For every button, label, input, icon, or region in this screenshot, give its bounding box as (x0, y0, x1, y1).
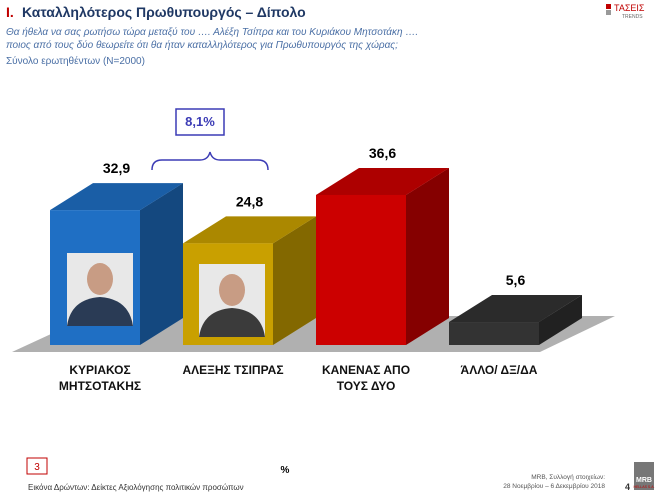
bar-top (50, 183, 183, 211)
photo-head (87, 263, 113, 295)
photo-body (199, 308, 265, 337)
bar-top (183, 216, 316, 244)
photo-body (67, 297, 133, 326)
bar-side-shade (406, 167, 449, 345)
logo: MRB (636, 477, 652, 484)
annotation: 8,1% (185, 114, 215, 129)
bar-top (316, 167, 449, 195)
source: MRB, Συλλογή στοιχείων: (531, 473, 605, 481)
x-tick-label: ΑΛΕΞΗΣ ΤΣΙΠΡΑΣ (182, 363, 284, 377)
photo-head (219, 274, 245, 306)
bar-side (539, 295, 582, 345)
bar-top (449, 295, 582, 323)
section: Ι. (6, 4, 14, 20)
data-label: 32,9 (103, 160, 130, 176)
bar-side-shade (539, 295, 582, 345)
unit: % (281, 465, 290, 476)
page-box-text: 3 (34, 462, 40, 473)
bar-side-shade (273, 216, 316, 345)
chart-title: Καταλληλότερος Πρωθυπουργός – Δίπολο (22, 4, 306, 20)
page-number: 4 (625, 482, 630, 492)
footer-left: Εικόνα Δρώντων: Δείκτες Αξιολόγησης πολι… (28, 483, 244, 492)
annotation-box (175, 108, 225, 136)
bar (316, 194, 406, 345)
page-box (26, 457, 48, 475)
base-note: Σύνολο ερωτηθέντων (N=2000) (6, 55, 145, 67)
bar-side (406, 167, 449, 345)
brand: ΤΑΣΕΙΣ (614, 3, 645, 13)
logo-icon (606, 10, 611, 15)
bar-top-shade (50, 183, 183, 211)
data-label: 5,6 (506, 272, 526, 288)
logo-box (634, 462, 654, 490)
data-label: 36,6 (369, 145, 396, 161)
subtitle: ποιος από τους δύο θεωρείτε ότι θα ήταν … (6, 39, 398, 51)
bar-side (273, 216, 316, 345)
logo-sub: HELLAS S.A. (633, 485, 654, 489)
data-label: 24,8 (236, 193, 263, 209)
bar-top-shade (316, 167, 449, 195)
bar (449, 322, 539, 345)
dates: 28 Νοεμβρίου – 6 Δεκεμβρίου 2018 (503, 482, 605, 490)
bar-side-shade (140, 183, 183, 345)
x-tick-label: ΆΛΛΟ/ ΔΞ/ΔΑ (460, 363, 538, 377)
bar-side (140, 183, 183, 345)
bar-top-shade (183, 216, 316, 244)
bar-top-shade (449, 295, 582, 323)
x-tick-label: ΚΥΡΙΑΚΟΣ ΜΗΤΣΟΤΑΚΗΣ (58, 363, 142, 393)
x-tick-label: ΚΑΝΕΝΑΣ ΑΠΟ ΤΟΥΣ ΔΥΟ (321, 363, 411, 393)
bracket (151, 151, 269, 171)
subtitle: Θα ήθελα να σας ρωτήσω τώρα μεταξύ του …… (6, 26, 418, 38)
brand-sub: TRENDS (622, 14, 643, 20)
logo-icon (606, 4, 611, 9)
